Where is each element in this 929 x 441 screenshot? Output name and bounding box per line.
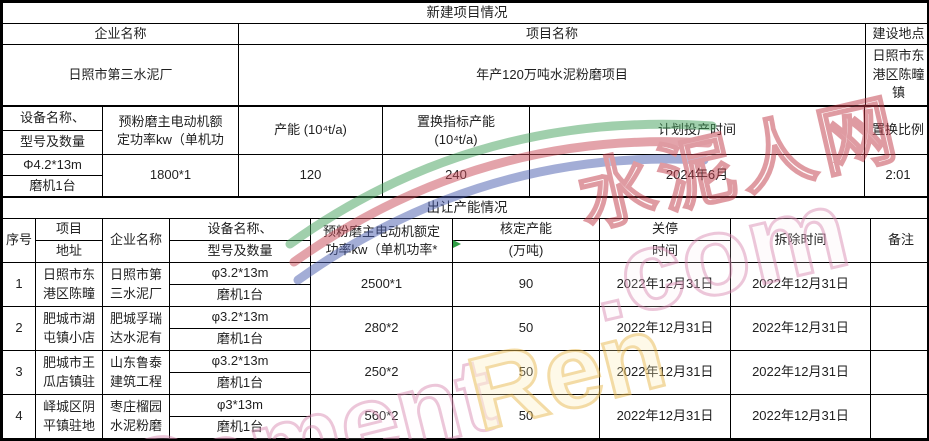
tr-row-remark bbox=[869, 394, 927, 439]
tr-row-seq: 1 bbox=[2, 262, 36, 307]
tr-row-motor: 250*2 bbox=[310, 350, 453, 395]
np-ratio-header: 置换比例 bbox=[864, 106, 927, 155]
tr-row-equipment-line2: 磨机1台 bbox=[169, 416, 311, 439]
tr-equipment-header-line1: 设备名称、 bbox=[169, 218, 311, 241]
tr-row-shutdown: 2022年12月31日 bbox=[599, 350, 731, 395]
new-project-table: 新建项目情况 企业名称 项目名称 建设地点 日照市第三水泥厂 年产120万吨水泥… bbox=[2, 2, 927, 106]
new-project-title: 新建项目情况 bbox=[2, 2, 927, 24]
np-ratio-value: 2:01 bbox=[864, 154, 927, 197]
np-replace-value: 240 bbox=[382, 154, 530, 197]
np-motor-header-line1: 预粉磨主电动机额 bbox=[118, 113, 223, 129]
tr-motor-header-line2: 功率kw（单机功率* bbox=[325, 241, 438, 257]
tr-motor-header: 预粉磨主电动机额定 功率kw（单机功率* bbox=[310, 218, 453, 263]
tr-row-address: 峄城区阴平镇驻地 bbox=[35, 394, 103, 439]
tr-motor-header-line1: 预粉磨主电动机额定 bbox=[322, 223, 440, 239]
np-company-header: 企业名称 bbox=[2, 23, 239, 45]
tr-row-motor: 560*2 bbox=[310, 394, 453, 439]
tr-row-demolish: 2022年12月31日 bbox=[730, 262, 871, 307]
np-location-header: 建设地点 bbox=[864, 23, 927, 45]
tr-row-company: 日照市第三水泥厂 bbox=[102, 262, 170, 307]
np-equipment-value-line1: Φ4.2*13m bbox=[2, 154, 103, 176]
tr-demolish-header: 拆除时间 bbox=[730, 218, 871, 263]
np-replace-header: 置换指标产能 (10⁴t/a) bbox=[382, 106, 530, 155]
tr-row-shutdown: 2022年12月31日 bbox=[599, 394, 731, 439]
tr-row-address: 肥城市湖屯镇小店 bbox=[35, 306, 103, 351]
tr-address-header-line2: 地址 bbox=[35, 240, 103, 263]
tr-row-demolish: 2022年12月31日 bbox=[730, 350, 871, 395]
transfer-title: 出让产能情况 bbox=[2, 197, 927, 219]
np-equipment-header-line2: 型号及数量 bbox=[2, 130, 103, 155]
np-motor-header-line2: 定功率kw（单机功 bbox=[117, 131, 224, 147]
np-equipment-value-line2: 磨机1台 bbox=[2, 175, 103, 197]
np-project-header: 项目名称 bbox=[238, 23, 866, 45]
tr-company-header: 企业名称 bbox=[102, 218, 170, 263]
table-row: 1 日照市东港区陈疃 日照市第三水泥厂 φ3.2*13m 2500*1 90 2… bbox=[2, 262, 927, 307]
tr-row-capacity: 50 bbox=[452, 306, 600, 351]
tr-row-remark bbox=[869, 262, 927, 307]
tr-shutdown-header-line1: 关停 bbox=[599, 218, 731, 241]
tr-row-demolish: 2022年12月31日 bbox=[730, 306, 871, 351]
tr-row-equipment-line2: 磨机1台 bbox=[169, 372, 311, 395]
tr-row-capacity: 90 bbox=[452, 262, 600, 307]
tr-seq-header: 序号 bbox=[2, 218, 36, 263]
new-project-spec-table: 设备名称、 预粉磨主电动机额 定功率kw（单机功 产能 (10⁴t/a) 置换指… bbox=[2, 106, 927, 197]
tr-row-equipment-line2: 磨机1台 bbox=[169, 328, 311, 351]
table-row: 2 肥城市湖屯镇小店 肥城孚瑞达水泥有 φ3.2*13m 280*2 50 20… bbox=[2, 306, 927, 351]
tr-row-remark bbox=[869, 350, 927, 395]
transfer-table: 出让产能情况 序号 项目 企业名称 设备名称、 预粉磨主电动机额定 功率kw（单… bbox=[2, 197, 927, 439]
np-plan-header: 计划投产时间 bbox=[529, 106, 865, 155]
tr-row-company: 山东鲁泰建筑工程 bbox=[102, 350, 170, 395]
np-project-value: 年产120万吨水泥粉磨项目 bbox=[238, 44, 866, 106]
tr-row-seq: 4 bbox=[2, 394, 36, 439]
tr-row-motor: 280*2 bbox=[310, 306, 453, 351]
tr-row-remark bbox=[869, 306, 927, 351]
tr-capacity-header-line1: 核定产能 bbox=[452, 218, 600, 241]
table-row: 3 肥城市王瓜店镇驻 山东鲁泰建筑工程 φ3.2*13m 250*2 50 20… bbox=[2, 350, 927, 395]
np-replace-header-line1: 置换指标产能 bbox=[416, 113, 495, 129]
tr-row-company: 枣庄榴园水泥粉磨 bbox=[102, 394, 170, 439]
tr-address-header-line1: 项目 bbox=[35, 218, 103, 241]
tr-row-address: 日照市东港区陈疃 bbox=[35, 262, 103, 307]
np-motor-value: 1800*1 bbox=[102, 154, 239, 197]
np-company-value: 日照市第三水泥厂 bbox=[2, 44, 239, 106]
tr-row-equipment-line1: φ3.2*13m bbox=[169, 306, 311, 329]
tr-row-equipment-line1: φ3.2*13m bbox=[169, 262, 311, 285]
tr-row-shutdown: 2022年12月31日 bbox=[599, 262, 731, 307]
tr-equipment-header-line2: 型号及数量 bbox=[169, 240, 311, 263]
tr-capacity-header-line2: (万吨) bbox=[452, 240, 600, 263]
tr-row-capacity: 50 bbox=[452, 350, 600, 395]
tr-row-seq: 2 bbox=[2, 306, 36, 351]
np-motor-header: 预粉磨主电动机额 定功率kw（单机功 bbox=[102, 106, 239, 155]
tr-row-equipment-line2: 磨机1台 bbox=[169, 284, 311, 307]
tr-row-equipment-line1: φ3*13m bbox=[169, 394, 311, 417]
tr-shutdown-header-line2: 时间 bbox=[599, 240, 731, 263]
tr-row-address: 肥城市王瓜店镇驻 bbox=[35, 350, 103, 395]
tr-row-seq: 3 bbox=[2, 350, 36, 395]
np-equipment-header-line1: 设备名称、 bbox=[2, 106, 103, 131]
tr-row-company: 肥城孚瑞达水泥有 bbox=[102, 306, 170, 351]
tr-row-capacity: 50 bbox=[452, 394, 600, 439]
tr-remark-header: 备注 bbox=[869, 218, 927, 263]
tr-row-motor: 2500*1 bbox=[310, 262, 453, 307]
tr-row-demolish: 2022年12月31日 bbox=[730, 394, 871, 439]
tr-row-equipment-line1: φ3.2*13m bbox=[169, 350, 311, 373]
cell-comment-marker-icon bbox=[453, 240, 461, 248]
np-location-value: 日照市东港区陈疃镇 bbox=[864, 44, 927, 106]
np-plan-value: 2024年6月 bbox=[529, 154, 865, 197]
tr-row-shutdown: 2022年12月31日 bbox=[599, 306, 731, 351]
np-capacity-value: 120 bbox=[238, 154, 383, 197]
np-capacity-header: 产能 (10⁴t/a) bbox=[238, 106, 383, 155]
np-replace-header-line2: (10⁴t/a) bbox=[434, 131, 478, 147]
table-row: 4 峄城区阴平镇驻地 枣庄榴园水泥粉磨 φ3*13m 560*2 50 2022… bbox=[2, 394, 927, 439]
